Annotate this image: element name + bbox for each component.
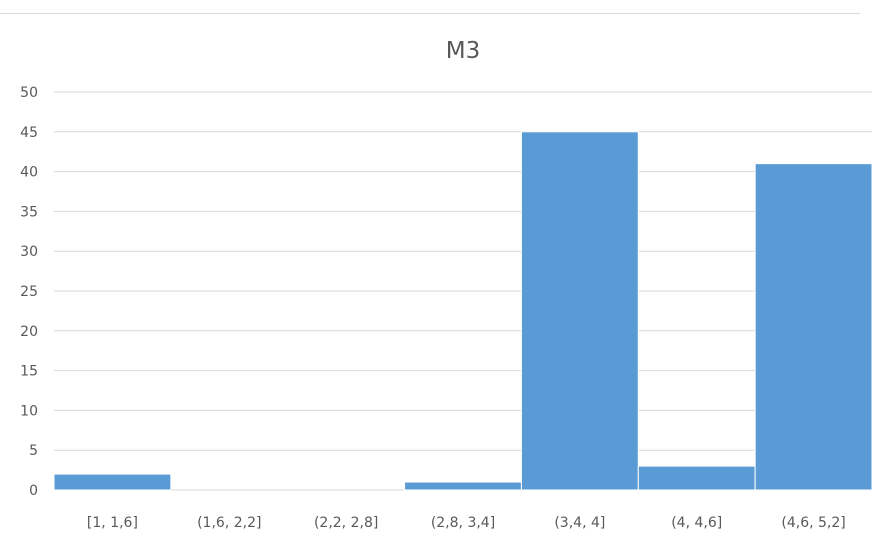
y-tick-label: 20 (20, 324, 38, 340)
y-tick-label: 35 (20, 204, 38, 220)
chart-top-border (0, 13, 860, 14)
y-tick-label: 50 (20, 85, 38, 101)
x-category-label: (3,4, 4] (554, 515, 605, 531)
x-axis-categories: [1, 1,6] (1,6, 2,2] (2,2, 2,8] (2,8, 3,4] (3… (87, 515, 846, 531)
y-tick-label: 45 (20, 125, 38, 141)
bar (53, 473, 172, 491)
chart-title: M3 (446, 38, 480, 64)
bar (754, 163, 873, 491)
bar (637, 465, 756, 491)
x-category-label: (1,6, 2,2] (197, 515, 261, 531)
y-tick-label: 40 (20, 165, 38, 181)
x-category-label: (2,2, 2,8] (314, 515, 378, 531)
y-tick-label: 5 (29, 443, 38, 459)
bar (404, 481, 522, 491)
x-category-label: (4, 4,6] (671, 515, 722, 531)
bar (520, 131, 639, 491)
y-axis-ticks: 0 5 10 15 20 25 30 35 40 45 50 (20, 85, 38, 499)
y-tick-label: 25 (20, 284, 38, 300)
y-tick-label: 10 (20, 403, 38, 419)
y-tick-label: 30 (20, 244, 38, 260)
bars (53, 131, 873, 491)
x-category-label: (4,6, 5,2] (781, 515, 845, 531)
y-tick-label: 0 (29, 483, 38, 499)
gridlines (54, 91, 872, 491)
x-category-label: [1, 1,6] (87, 515, 138, 531)
x-category-label: (2,8, 3,4] (431, 515, 495, 531)
y-tick-label: 15 (20, 364, 38, 380)
